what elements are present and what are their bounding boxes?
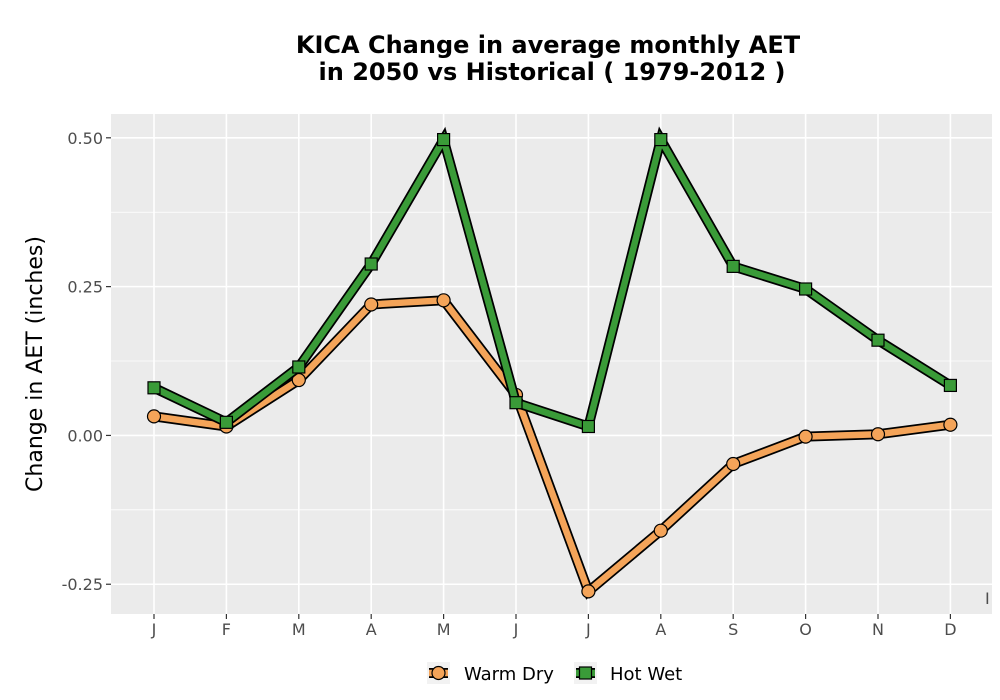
y-tick-label: 0.50 [67,129,103,148]
data-point [509,396,523,410]
chart-title-line1: KICA Change in average monthly AET [296,31,801,59]
series-hot-wet [147,126,958,434]
legend: Warm Dry Hot Wet [427,662,682,685]
x-tick-label: A [366,620,377,639]
data-point [726,259,740,273]
x-tick-label: A [655,620,666,639]
x-tick-label: M [292,620,306,639]
series-line [152,130,953,431]
data-point [219,415,233,429]
data-point [653,523,668,538]
y-tick-label: 0.25 [67,278,103,297]
legend-label: Hot Wet [610,664,682,685]
x-tick-label: J [513,620,519,639]
x-tick-label: F [222,620,231,639]
legend-item-hot-wet: Hot Wet [574,662,682,685]
x-tick-label: J [151,620,157,639]
data-point [146,409,162,424]
legend-item-warm-dry: Warm Dry [427,662,554,685]
data-point [943,378,958,393]
data-point [364,297,379,312]
x-tick-label: D [944,620,956,639]
x-tick-label: J [585,620,591,639]
x-tick-label: S [728,620,738,639]
y-axis: -0.25 0.00 0.25 0.50 [62,129,111,594]
data-point [292,360,306,374]
y-tick-label: -0.25 [62,575,103,594]
data-point [581,584,596,599]
data-point [364,257,378,271]
data-point [943,417,958,432]
x-tick-label: M [437,620,451,639]
y-tick-label: 0.00 [67,426,103,445]
series-line [153,296,951,597]
series-layer [146,126,958,600]
data-point [726,456,741,472]
data-point [436,293,451,308]
data-point [654,132,668,147]
grid-minor [111,211,992,511]
y-axis-title: Change in AET (inches) [23,236,48,492]
data-point [147,381,161,395]
plot-panel [111,114,992,614]
data-point [581,419,596,434]
grid-major [111,114,992,614]
series-warm-dry [146,293,958,600]
data-point [870,427,886,442]
chart-title-line2: in 2050 vs Historical ( 1979-2012 ) [319,58,786,86]
legend-label: Warm Dry [464,664,554,685]
data-point [871,333,885,347]
x-tick-label: O [799,620,812,639]
data-point [437,132,451,147]
legend-key-marker [578,666,593,680]
x-tick-label: N [872,620,884,639]
data-point [798,282,813,296]
data-point [798,429,813,444]
stray-label: I [985,589,990,608]
legend-key-marker [431,665,446,681]
